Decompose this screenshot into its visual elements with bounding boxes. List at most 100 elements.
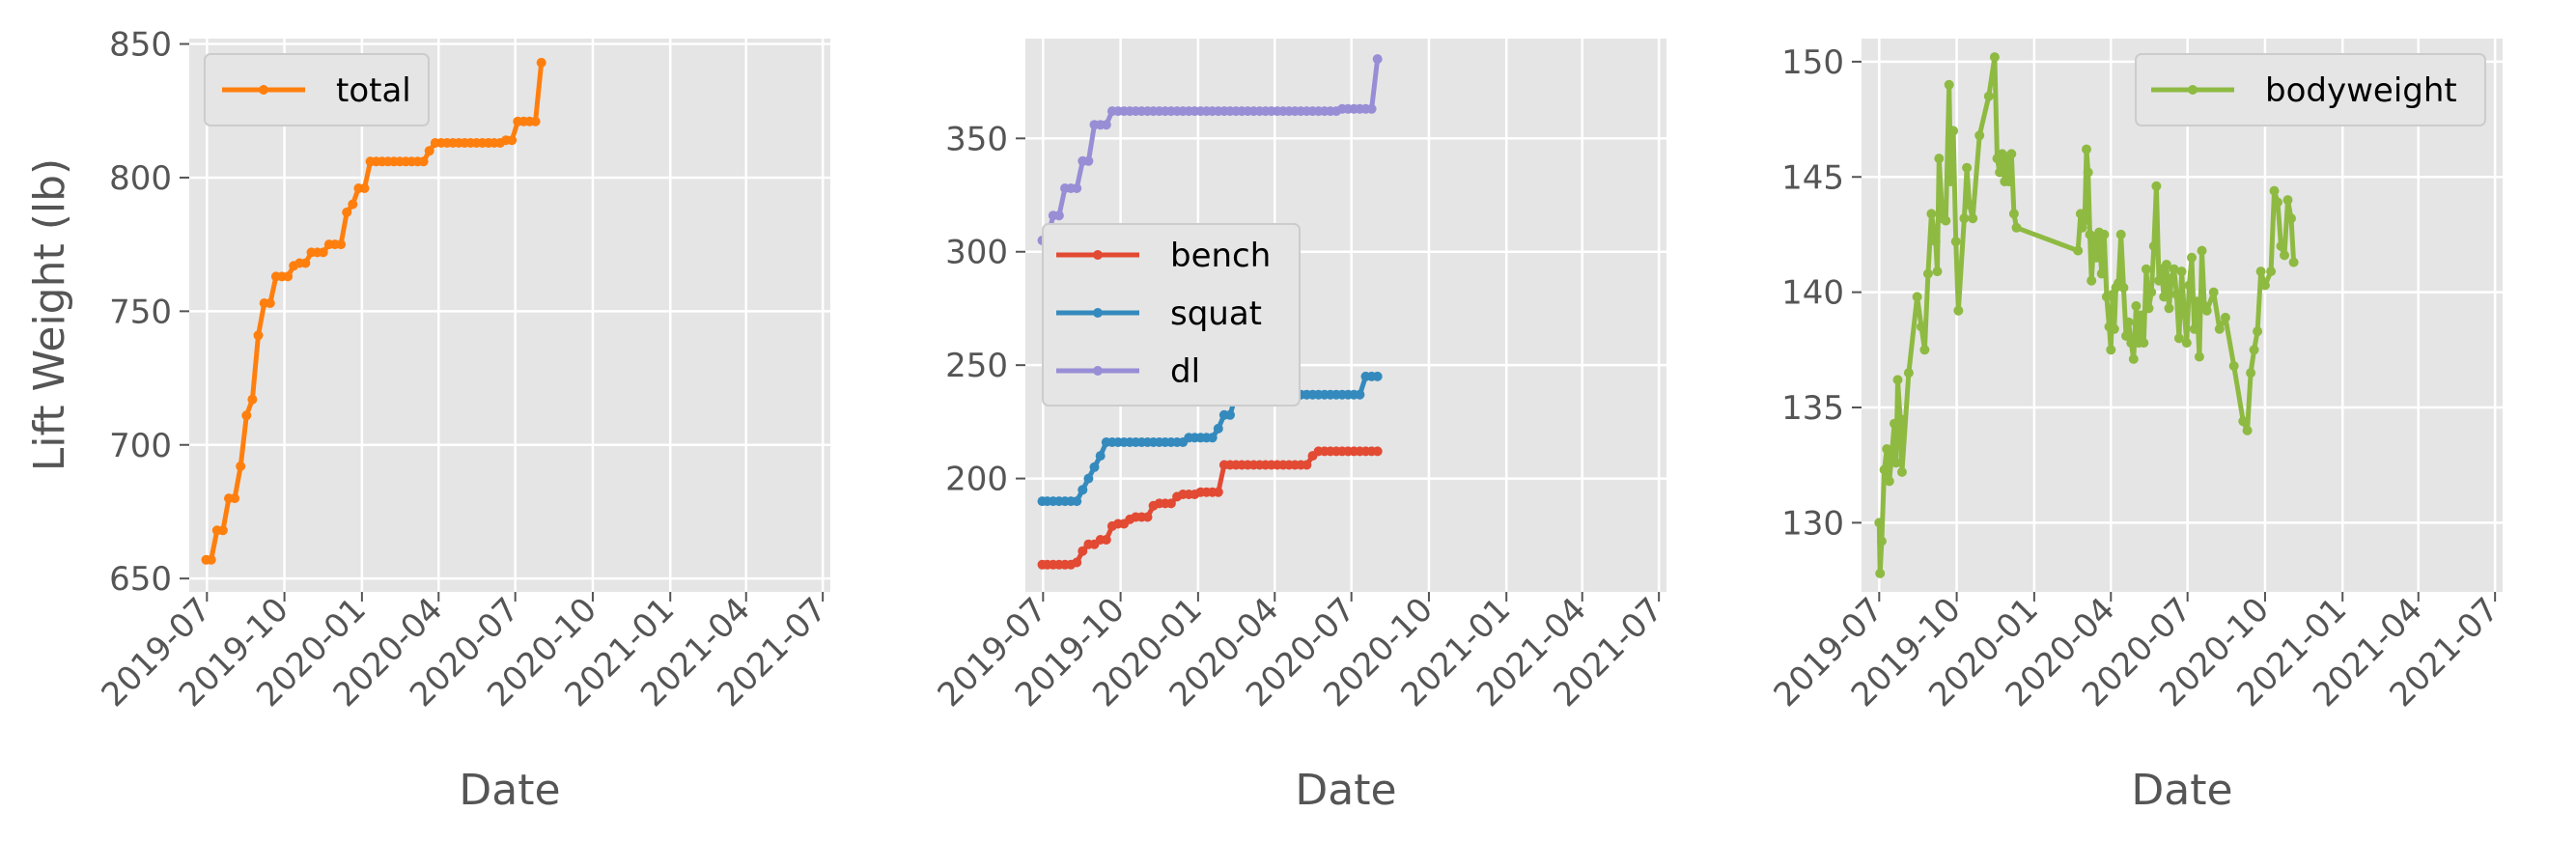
- data-point-bodyweight: [2220, 312, 2230, 322]
- x-ticks: 2019-072019-102020-012020-042020-072020-…: [95, 590, 835, 715]
- data-point-bodyweight: [2187, 252, 2197, 263]
- data-point-total: [536, 57, 546, 68]
- data-point-bodyweight: [2164, 303, 2174, 314]
- data-point-bodyweight: [2011, 222, 2022, 233]
- y-tick-label: 350: [945, 120, 1008, 158]
- y-tick-label: 650: [109, 560, 172, 599]
- data-point-bodyweight: [1919, 345, 1930, 355]
- legend-label-bodyweight: bodyweight: [2265, 71, 2457, 110]
- x-ticks: 2019-072019-102020-012020-042020-072020-…: [931, 590, 1671, 715]
- y-tick-label: 300: [945, 234, 1008, 272]
- data-point-bodyweight: [1879, 464, 1890, 475]
- data-point-bodyweight: [2238, 416, 2249, 427]
- data-point-dl: [1083, 155, 1094, 166]
- data-point-bodyweight: [2255, 266, 2266, 277]
- data-point-bodyweight: [1890, 458, 1901, 468]
- y-tick-label: 140: [1781, 274, 1844, 313]
- data-point-bodyweight: [2201, 305, 2212, 316]
- data-point-bodyweight: [1934, 154, 1945, 164]
- data-point-total: [530, 116, 541, 126]
- data-point-bench: [1302, 460, 1312, 470]
- legend-label-dl: dl: [1170, 352, 1200, 391]
- data-point-bodyweight: [2151, 181, 2162, 191]
- data-point-bodyweight: [2083, 167, 2093, 178]
- data-point-bodyweight: [2115, 229, 2126, 239]
- data-point-bodyweight: [1926, 209, 1937, 219]
- data-point-total: [359, 183, 370, 193]
- data-point-bodyweight: [2273, 197, 2282, 208]
- data-point-total: [342, 207, 352, 217]
- data-point-squat: [1095, 451, 1106, 462]
- subplot-bodyweight: 130 135 140 145 150 2019-072019-102020-01202…: [1767, 39, 2506, 815]
- data-point-bodyweight: [2242, 425, 2253, 435]
- data-point-total: [253, 330, 264, 341]
- legend-marker-dl: [1093, 366, 1103, 376]
- y-tick-label: 130: [1781, 504, 1844, 543]
- data-point-bodyweight: [2179, 305, 2190, 316]
- data-point-bodyweight: [2228, 361, 2239, 371]
- y-axis-label: Lift Weight (lb): [25, 158, 74, 471]
- data-point-bodyweight: [2008, 209, 2019, 219]
- data-point-total: [283, 271, 294, 282]
- legend-marker-bodyweight: [2188, 85, 2198, 95]
- data-point-bodyweight: [1944, 79, 1954, 90]
- data-point-dl: [1072, 183, 1082, 193]
- data-point-squat: [1372, 371, 1383, 381]
- data-point-squat: [1072, 496, 1082, 507]
- data-point-bodyweight: [2173, 333, 2184, 344]
- data-point-bodyweight: [1950, 237, 1961, 247]
- data-point-bodyweight: [2126, 338, 2137, 349]
- data-point-bodyweight: [1941, 215, 1951, 226]
- data-point-bodyweight: [1903, 368, 1914, 378]
- data-point-squat: [1213, 423, 1223, 434]
- data-point-bodyweight: [2003, 177, 2014, 186]
- data-point-total: [318, 247, 328, 258]
- grid: [189, 39, 830, 592]
- data-point-squat: [1089, 462, 1100, 472]
- data-point-bodyweight: [2192, 296, 2202, 307]
- data-point-bodyweight: [1995, 167, 2005, 178]
- legend: total: [204, 53, 430, 126]
- data-point-bench: [1372, 446, 1383, 457]
- x-axis-label: Date: [459, 766, 560, 815]
- data-point-bodyweight: [2154, 275, 2164, 286]
- data-point-dl: [1366, 103, 1377, 114]
- plot-area: [189, 39, 830, 592]
- data-point-bench: [1101, 535, 1111, 545]
- data-point-dl: [1053, 210, 1064, 221]
- data-point-total: [424, 146, 434, 156]
- data-point-bodyweight: [1962, 162, 1973, 173]
- data-point-bodyweight: [1968, 213, 1978, 224]
- data-point-bodyweight: [1912, 292, 1922, 302]
- y-ticks: 130 135 140 145 150: [1781, 43, 1862, 543]
- data-point-bodyweight: [2148, 240, 2159, 251]
- data-point-bodyweight: [1953, 305, 1964, 316]
- data-point-bench: [1142, 512, 1153, 522]
- x-axis-label: Date: [2131, 766, 2232, 815]
- y-ticks: 200 250 300 350: [945, 120, 1025, 499]
- data-point-bodyweight: [2176, 266, 2187, 277]
- data-point-bodyweight: [2259, 280, 2270, 291]
- data-point-dl: [1101, 120, 1111, 130]
- data-point-bodyweight: [1895, 413, 1906, 424]
- data-point-bodyweight: [2121, 331, 2131, 341]
- data-point-total: [206, 554, 216, 565]
- data-point-squat: [1355, 389, 1365, 400]
- data-point-bench: [1072, 557, 1082, 568]
- data-point-bodyweight: [2006, 149, 2017, 159]
- data-point-bodyweight: [2080, 215, 2090, 226]
- data-point-bodyweight: [1884, 476, 1894, 487]
- data-point-bodyweight: [1964, 199, 1974, 210]
- legend-box: [2135, 53, 2486, 126]
- y-tick-label: 850: [109, 26, 172, 65]
- data-point-total: [230, 493, 240, 504]
- legend-marker-bench: [1093, 250, 1103, 260]
- data-point-total: [348, 199, 358, 210]
- data-point-total: [418, 156, 429, 167]
- data-point-bodyweight: [2214, 323, 2225, 334]
- data-point-bodyweight: [1876, 536, 1887, 547]
- data-point-squat: [1078, 485, 1088, 495]
- data-point-bodyweight: [2249, 345, 2259, 355]
- legend-marker-squat: [1093, 308, 1103, 318]
